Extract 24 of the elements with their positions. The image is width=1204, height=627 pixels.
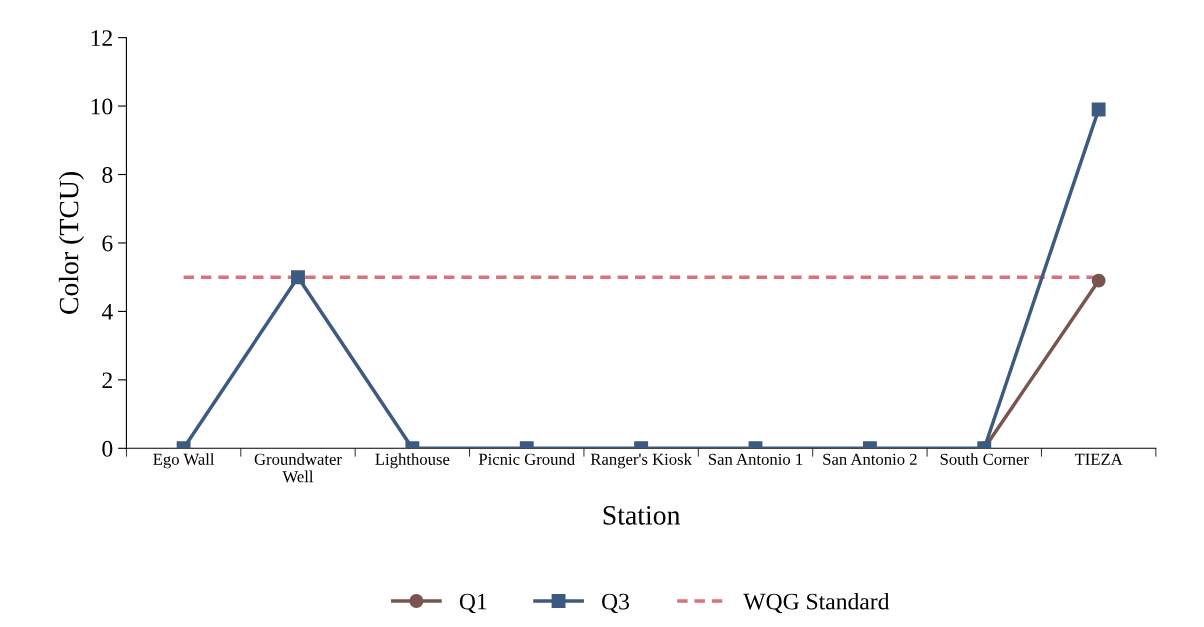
legend-label: Q3 <box>602 593 630 614</box>
y-tick-label: 0 <box>102 440 113 457</box>
y-tick-label: 10 <box>91 98 113 115</box>
x-tick-label: San Antonio 2 <box>823 453 917 465</box>
x-axis-title: Station <box>603 506 681 525</box>
legend-label: WQG Standard <box>743 592 890 614</box>
y-tick-label: 4 <box>101 304 113 320</box>
point <box>291 270 305 285</box>
x-tick-label: Ego Wall <box>153 453 215 469</box>
x-tick-label: Picnic Ground <box>478 453 575 465</box>
x-tick-label: Ranger's Kiosk <box>590 453 692 469</box>
y-tick-label: 8 <box>102 167 113 183</box>
x-tick-label: Groundwater Well <box>254 453 342 483</box>
x-tick-label: Lighthouse <box>375 453 450 469</box>
x-tick-label: TIEZA <box>1074 453 1123 465</box>
y-axis-title: Color (TCU) <box>58 172 85 314</box>
y-tick-label: 12 <box>91 30 112 46</box>
y-tick-label: 2 <box>102 372 112 389</box>
y-tick-label: 6 <box>102 235 113 252</box>
x-tick-label: South Corner <box>940 453 1029 465</box>
legend-label: Q1 <box>459 593 487 614</box>
x-tick-label: San Antonio 1 <box>708 453 803 465</box>
point <box>1091 273 1106 288</box>
point <box>1091 102 1106 117</box>
